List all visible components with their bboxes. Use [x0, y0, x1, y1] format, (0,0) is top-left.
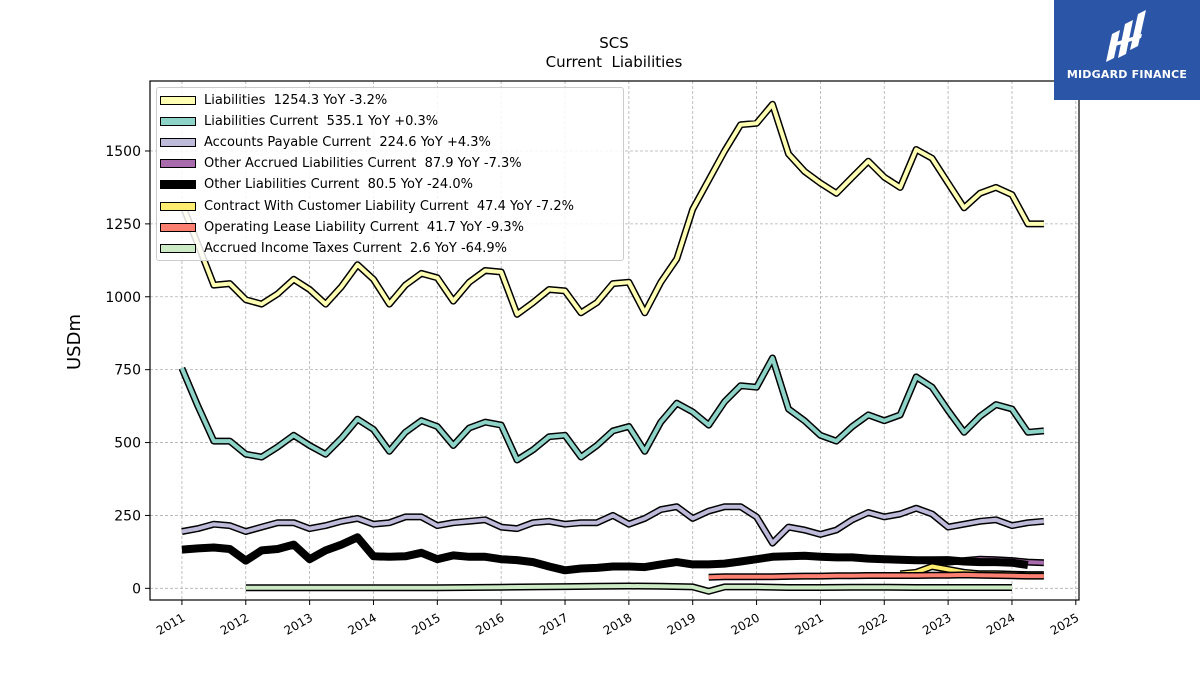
- series-stroke: [180, 356, 1045, 462]
- chart-title: SCS: [599, 34, 629, 52]
- chart-subtitle: Current Liabilities: [546, 53, 683, 71]
- series-stroke: [181, 504, 1045, 546]
- legend-label: Contract With Customer Liability Current…: [204, 198, 574, 214]
- series-layer: [178, 100, 1045, 595]
- y-axis-label: USDm: [64, 314, 85, 370]
- legend-item: Operating Lease Liability Current 41.7 Y…: [157, 217, 524, 237]
- plot-frame: [149, 80, 1080, 601]
- series-stroke: [181, 533, 1029, 575]
- legend-item: Accrued Income Taxes Current 2.6 YoY -64…: [157, 238, 507, 258]
- brand-logo: MIDGARD FINANCE: [1054, 0, 1200, 100]
- series-line: [178, 100, 1044, 318]
- x-tick-label: 2017: [537, 610, 570, 637]
- y-tick-label: 750: [114, 363, 141, 379]
- legend-swatch: [160, 180, 196, 190]
- legend-label: Liabilities 1254.3 YoY -3.2%: [204, 92, 388, 108]
- series-line: [245, 582, 1012, 595]
- legend-item: Liabilities Current 535.1 YoY +0.3%: [157, 111, 438, 131]
- legend-swatch: [160, 137, 196, 147]
- y-tick-label: 0: [132, 581, 141, 597]
- legend-label: Other Liabilities Current 80.5 YoY -24.0…: [204, 177, 473, 193]
- y-tick-label: 1000: [105, 290, 141, 306]
- legend-swatch: [160, 222, 196, 232]
- y-tick-label: 500: [114, 436, 141, 452]
- legend-label: Accrued Income Taxes Current 2.6 YoY -64…: [204, 240, 507, 256]
- y-tick-label: 1500: [105, 144, 141, 160]
- legend-swatch: [160, 95, 196, 105]
- brand-mark-icon: [1106, 10, 1146, 62]
- series-outline: [181, 503, 1045, 547]
- x-tick-label: 2024: [984, 610, 1017, 637]
- x-tick-label: 2023: [920, 610, 953, 637]
- x-tick-label: 2021: [792, 610, 825, 637]
- legend-label: Accounts Payable Current 224.6 YoY +4.3%: [204, 134, 491, 150]
- legend-label: Operating Lease Liability Current 41.7 Y…: [204, 219, 524, 235]
- x-tick-label: 2015: [409, 610, 442, 637]
- legend-label: Liabilities Current 535.1 YoY +0.3%: [204, 113, 439, 129]
- series-line: [708, 571, 1044, 581]
- legend-item: Other Liabilities Current 80.5 YoY -24.0…: [157, 175, 473, 195]
- x-tick-label: 2014: [346, 610, 379, 637]
- x-tick-label: 2016: [473, 610, 506, 637]
- legend-swatch: [160, 159, 196, 169]
- series-line: [181, 503, 1045, 547]
- legend-item: Contract With Customer Liability Current…: [157, 196, 574, 216]
- legend-item: Other Accrued Liabilities Current 87.9 Y…: [157, 154, 522, 174]
- x-tick-label: 2011: [154, 610, 187, 637]
- x-tick-label: 2012: [218, 610, 251, 637]
- series-line: [181, 533, 1029, 575]
- x-tick-label: 2020: [729, 610, 762, 637]
- legend-swatch: [160, 116, 196, 126]
- legend-swatch: [160, 201, 196, 211]
- legend-item: Accounts Payable Current 224.6 YoY +4.3%: [157, 132, 491, 152]
- x-tick-label: 2013: [282, 610, 315, 637]
- x-tick-label: 2025: [1048, 610, 1081, 637]
- x-tick-label: 2022: [856, 610, 889, 637]
- legend-label: Other Accrued Liabilities Current 87.9 Y…: [204, 156, 522, 172]
- y-tick-label: 250: [114, 508, 141, 524]
- legend-swatch: [160, 243, 196, 253]
- series-line: [178, 354, 1045, 464]
- legend-item: Liabilities 1254.3 YoY -3.2%: [157, 90, 387, 110]
- chart-legend: Liabilities 1254.3 YoY -3.2% Liabilities …: [156, 87, 624, 261]
- series-stroke: [708, 572, 1044, 580]
- brand-name: MIDGARD FINANCE: [1066, 68, 1188, 81]
- y-tick-label: 1250: [105, 217, 141, 233]
- x-tick-label: 2019: [665, 610, 698, 637]
- series-stroke: [180, 102, 1044, 317]
- series-stroke: [245, 584, 1012, 594]
- x-tick-label: 2018: [601, 610, 634, 637]
